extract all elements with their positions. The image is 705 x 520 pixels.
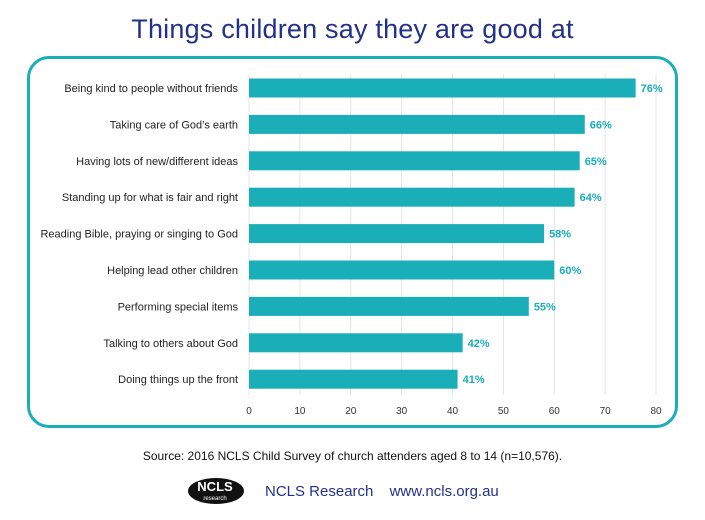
value-label: 76%	[641, 83, 663, 95]
source-note: Source: 2016 NCLS Child Survey of church…	[142, 449, 563, 463]
bar	[249, 187, 575, 207]
logo-subtext: research	[203, 496, 226, 502]
x-tick-label: 10	[294, 406, 306, 417]
bar	[249, 151, 580, 171]
x-tick-label: 30	[396, 406, 408, 417]
value-label: 58%	[549, 229, 571, 241]
x-tick-label: 20	[345, 406, 357, 417]
footer-text: NCLS Research www.ncls.org.au	[265, 483, 511, 500]
category-label: Talking to others about God	[103, 338, 238, 350]
ncls-logo-graphic: NCLS research	[188, 478, 244, 504]
bar	[249, 333, 463, 353]
bar	[249, 78, 636, 98]
category-label: Reading Bible, praying or singing to God	[40, 229, 238, 241]
category-label: Standing up for what is fair and right	[62, 192, 238, 204]
value-label: 60%	[559, 265, 581, 277]
category-label: Doing things up the front	[118, 374, 238, 386]
value-label: 55%	[534, 301, 556, 313]
value-label: 64%	[580, 192, 602, 204]
bar	[249, 296, 529, 316]
bar	[249, 224, 545, 244]
category-label: Taking care of God’s earth	[110, 119, 238, 131]
x-tick-label: 0	[246, 406, 252, 417]
x-tick-label: 40	[447, 406, 459, 417]
chart-frame	[27, 56, 678, 428]
bar	[249, 260, 555, 280]
x-tick-label: 70	[600, 406, 612, 417]
x-tick-label: 60	[549, 406, 561, 417]
org-name: NCLS Research	[265, 483, 374, 500]
x-tick-label: 50	[498, 406, 510, 417]
bar	[249, 369, 458, 389]
ncls-logo: NCLS research	[188, 476, 248, 506]
category-label: Being kind to people without friends	[64, 83, 238, 95]
bar	[249, 114, 585, 134]
value-label: 66%	[590, 119, 612, 131]
category-label: Performing special items	[118, 301, 239, 313]
category-label: Helping lead other children	[107, 265, 238, 277]
value-label: 65%	[585, 156, 607, 168]
website-link[interactable]: www.ncls.org.au	[389, 483, 499, 500]
category-label: Having lots of new/different ideas	[76, 156, 238, 168]
chart-title: Things children say they are good at	[131, 14, 574, 44]
x-tick-label: 80	[650, 406, 662, 417]
value-label: 42%	[468, 338, 490, 350]
value-label: 41%	[463, 374, 485, 386]
logo-text: NCLS	[197, 479, 233, 494]
